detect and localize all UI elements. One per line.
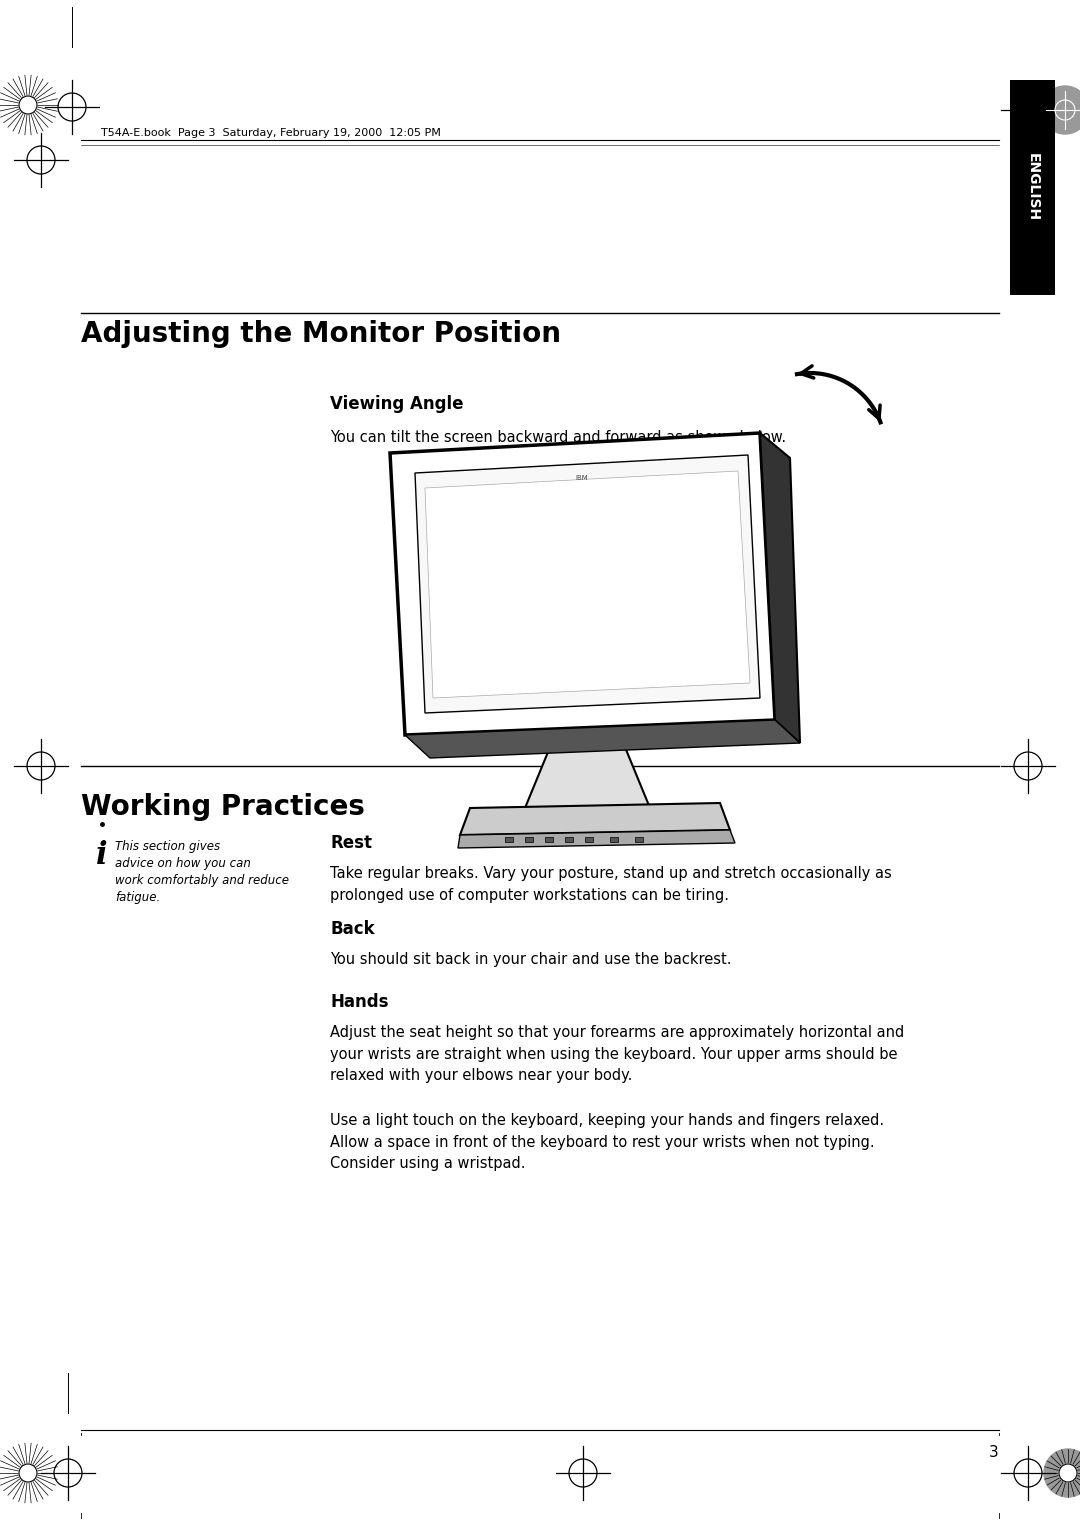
Text: You should sit back in your chair and use the backrest.: You should sit back in your chair and us… xyxy=(330,952,731,967)
Circle shape xyxy=(1059,1464,1077,1482)
Circle shape xyxy=(19,96,37,115)
Text: T54A-E.book  Page 3  Saturday, February 19, 2000  12:05 PM: T54A-E.book Page 3 Saturday, February 19… xyxy=(102,128,441,138)
Polygon shape xyxy=(426,471,750,698)
Text: This section gives: This section gives xyxy=(114,840,220,853)
Text: advice on how you can: advice on how you can xyxy=(114,857,251,869)
Text: i: i xyxy=(96,840,108,871)
Bar xyxy=(525,837,534,842)
Polygon shape xyxy=(460,804,730,834)
Polygon shape xyxy=(458,830,735,848)
Circle shape xyxy=(1044,1449,1080,1497)
Text: IBM: IBM xyxy=(576,475,589,481)
Polygon shape xyxy=(390,432,775,735)
Text: ENGLISH: ENGLISH xyxy=(1026,153,1039,222)
Text: You can tilt the screen backward and forward as shown below.: You can tilt the screen backward and for… xyxy=(330,429,786,445)
Text: Back: Back xyxy=(330,920,375,938)
Bar xyxy=(1010,79,1055,295)
Bar xyxy=(585,837,593,842)
Text: Hands: Hands xyxy=(330,993,389,1012)
Bar xyxy=(610,837,618,842)
Text: Viewing Angle: Viewing Angle xyxy=(330,396,463,413)
Circle shape xyxy=(1041,86,1080,134)
Text: fatigue.: fatigue. xyxy=(114,891,160,905)
Text: Adjusting the Monitor Position: Adjusting the Monitor Position xyxy=(81,319,561,348)
Text: Adjust the seat height so that your forearms are approximately horizontal and
yo: Adjust the seat height so that your fore… xyxy=(330,1025,904,1083)
Text: 3: 3 xyxy=(989,1445,999,1459)
Bar xyxy=(545,837,553,842)
Polygon shape xyxy=(525,735,650,808)
Text: Rest: Rest xyxy=(330,834,372,853)
Text: Use a light touch on the keyboard, keeping your hands and fingers relaxed.
Allow: Use a light touch on the keyboard, keepi… xyxy=(330,1112,885,1170)
Polygon shape xyxy=(415,455,760,714)
Bar xyxy=(505,837,513,842)
Bar xyxy=(565,837,573,842)
Polygon shape xyxy=(760,432,800,743)
Text: Working Practices: Working Practices xyxy=(81,793,365,821)
Text: work comfortably and reduce: work comfortably and reduce xyxy=(114,874,289,886)
Bar xyxy=(635,837,643,842)
Polygon shape xyxy=(405,720,800,758)
Text: Take regular breaks. Vary your posture, stand up and stretch occasionally as
pro: Take regular breaks. Vary your posture, … xyxy=(330,866,892,903)
Circle shape xyxy=(19,1464,37,1482)
